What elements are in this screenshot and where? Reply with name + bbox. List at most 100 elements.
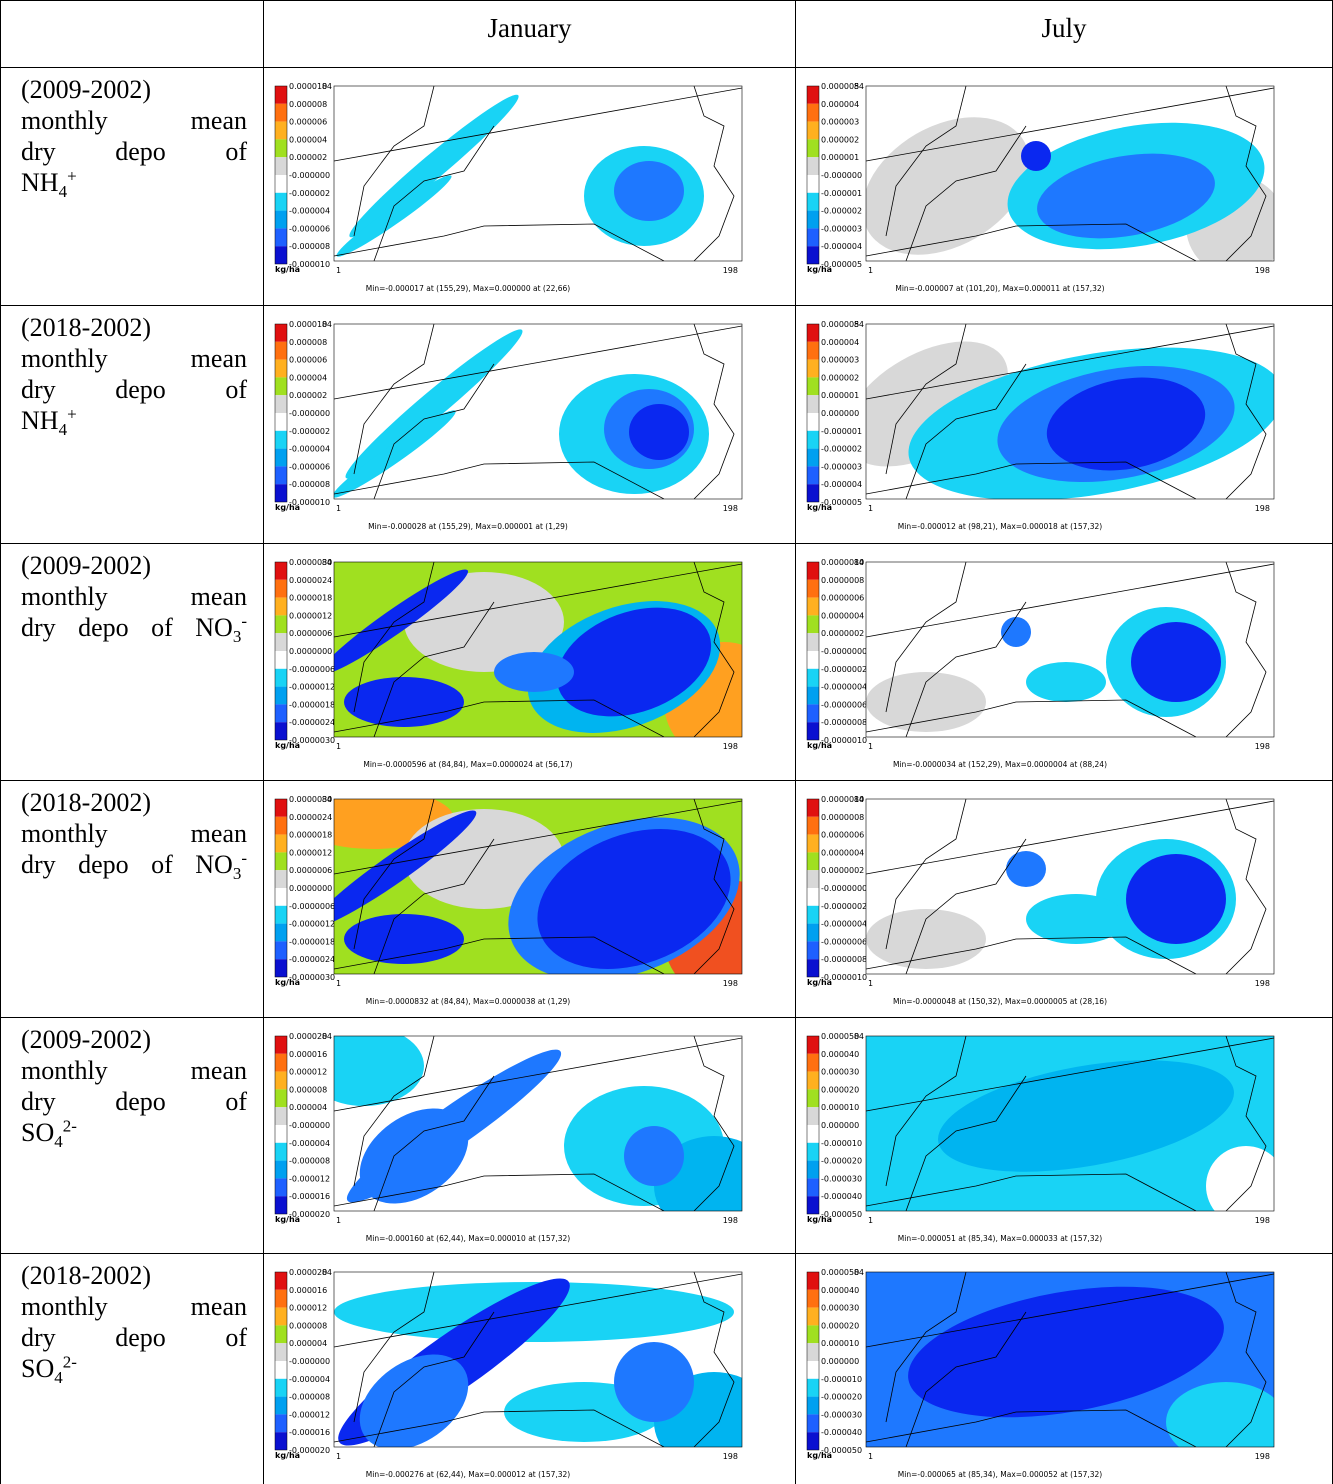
map-frame — [865, 798, 1275, 975]
colorbar-label: 0.000016 — [289, 1050, 327, 1059]
map-frame — [333, 561, 743, 738]
field-region — [494, 652, 574, 692]
colorbar-label: -0.000004 — [289, 445, 330, 454]
colorbar-label: -0.000002 — [821, 445, 862, 454]
state-boundary — [334, 1273, 742, 1348]
colorbar-frame — [806, 85, 820, 265]
colorbar-label: -0.0000006 — [821, 700, 867, 709]
colorbar-segment — [807, 834, 819, 853]
colorbar-segment — [275, 799, 287, 817]
map-blobs — [866, 562, 1274, 737]
colorbar-label: 0.000020 — [289, 1032, 327, 1041]
label-text: (2009-2002) — [21, 75, 151, 104]
colorbar-segment — [275, 228, 287, 247]
map-frame — [865, 85, 1275, 262]
state-boundary — [353, 799, 435, 950]
colorbar-segment — [807, 1289, 819, 1308]
colorbar-label: 0.0000010 — [821, 558, 864, 567]
field-region — [624, 1126, 684, 1186]
map-caption: Min=-0.000276 at (62,44), Max=0.000012 a… — [366, 1470, 571, 1479]
colorbar-label: -0.0000000 — [821, 647, 867, 656]
colorbar-label: -0.0000018 — [289, 937, 335, 946]
x-axis-start: 1 — [868, 1216, 873, 1225]
label-line: SO42- — [21, 1117, 247, 1150]
label-text: (2009-2002) — [21, 1025, 151, 1054]
header-january: January — [487, 13, 572, 43]
colorbar-segment — [275, 834, 287, 853]
field-region — [344, 914, 464, 964]
january-map-cell: 0.000020 0.000016 0.000012 0.000008 0.000004… — [263, 1017, 796, 1254]
colorbar-segment — [275, 852, 287, 871]
colorbar-segment — [275, 1125, 287, 1143]
colorbar-label: -0.000008 — [289, 242, 330, 251]
colorbar-segment — [807, 668, 819, 687]
map-caption: Min=-0.0000596 at (84,84), Max=0.0000024… — [363, 760, 572, 769]
colorbar-segment — [807, 192, 819, 211]
map-figure: 0.0000010 0.0000008 0.0000006 0.0000004 0.00… — [806, 795, 1275, 1006]
colorbar-label: 0.0000008 — [821, 576, 864, 585]
map-figure: 0.000020 0.000016 0.000012 0.000008 0.000004… — [274, 1268, 743, 1479]
map-figure: 0.000020 0.000016 0.000012 0.000008 0.000004… — [274, 1032, 743, 1243]
state-boundary — [1225, 86, 1267, 261]
state-boundary — [905, 601, 1027, 737]
colorbar-segment — [275, 1089, 287, 1108]
unit-label: kg/ha — [807, 503, 832, 512]
row-label: (2009-2002) monthly mean dry depo of NH4+ — [1, 68, 263, 200]
colorbar-label: -0.000016 — [289, 1428, 330, 1437]
colorbar-segment — [807, 579, 819, 598]
colorbar-segment — [275, 562, 287, 580]
map-field — [866, 86, 1274, 261]
colorbar-frame — [274, 323, 288, 503]
colorbar-label: -0.000020 — [289, 1210, 330, 1219]
state-boundary — [1225, 562, 1267, 737]
state-boundary — [905, 363, 1027, 499]
colorbar-label: -0.000001 — [821, 427, 862, 436]
colorbar-label: 0.000040 — [821, 1286, 859, 1295]
colorbar-segment — [275, 704, 287, 723]
colorbar-label: -0.0000012 — [289, 920, 335, 929]
x-axis-end: 198 — [723, 1216, 738, 1225]
colorbar-label: -0.000012 — [289, 1174, 330, 1183]
colorbar-segment — [275, 448, 287, 467]
colorbar-label: 0.0000006 — [821, 594, 864, 603]
colorbar-label: 0.000001 — [821, 391, 859, 400]
colorbar-segment — [807, 448, 819, 467]
field-region — [614, 1342, 694, 1422]
colorbar-segment — [807, 1089, 819, 1108]
label-subscript: 3 — [232, 864, 242, 884]
colorbar-label: 0.0000024 — [289, 576, 332, 585]
field-region — [908, 1286, 1224, 1418]
colorbar-segment — [275, 905, 287, 924]
july-map-cell: 0.000005 0.000004 0.000003 0.000002 0.000001… — [795, 305, 1333, 544]
colorbar-segment — [275, 651, 287, 669]
colorbar-label: 0.000004 — [289, 373, 327, 382]
map-blobs — [334, 1272, 742, 1447]
colorbar-label: 0.0000006 — [289, 866, 332, 875]
unit-label: kg/ha — [275, 1451, 300, 1460]
state-boundary — [693, 86, 735, 261]
y-axis-end: 84 — [322, 320, 332, 329]
state-boundary — [353, 1272, 435, 1423]
colorbar-segment — [807, 686, 819, 705]
colorbar-label: -0.000004 — [289, 1139, 330, 1148]
x-axis-end: 198 — [1255, 742, 1270, 751]
colorbar-segment — [275, 1142, 287, 1161]
map-field — [334, 1036, 742, 1211]
colorbar-segment — [807, 722, 819, 740]
label-line: dry depo of — [21, 374, 247, 405]
state-boundary — [373, 1075, 495, 1211]
map-frame — [333, 1271, 743, 1448]
map-frame — [865, 561, 1275, 738]
july-map-cell: 0.000050 0.000040 0.000030 0.000020 0.000010… — [795, 1017, 1333, 1254]
colorbar-label: 0.0000000 — [289, 647, 332, 656]
label-text: dry depo of — [21, 137, 247, 166]
x-axis-start: 1 — [336, 1452, 341, 1461]
colorbar-label: 0.000004 — [821, 338, 859, 347]
field-region — [1126, 854, 1226, 944]
colorbar-label: -0.000008 — [289, 1393, 330, 1402]
row-label-cell: (2009-2002) monthly mean dry depo of NH4+ — [0, 67, 264, 306]
x-axis-end: 198 — [723, 742, 738, 751]
x-axis-start: 1 — [868, 742, 873, 751]
field-region — [938, 1060, 1234, 1172]
label-text: monthly mean — [21, 106, 247, 135]
